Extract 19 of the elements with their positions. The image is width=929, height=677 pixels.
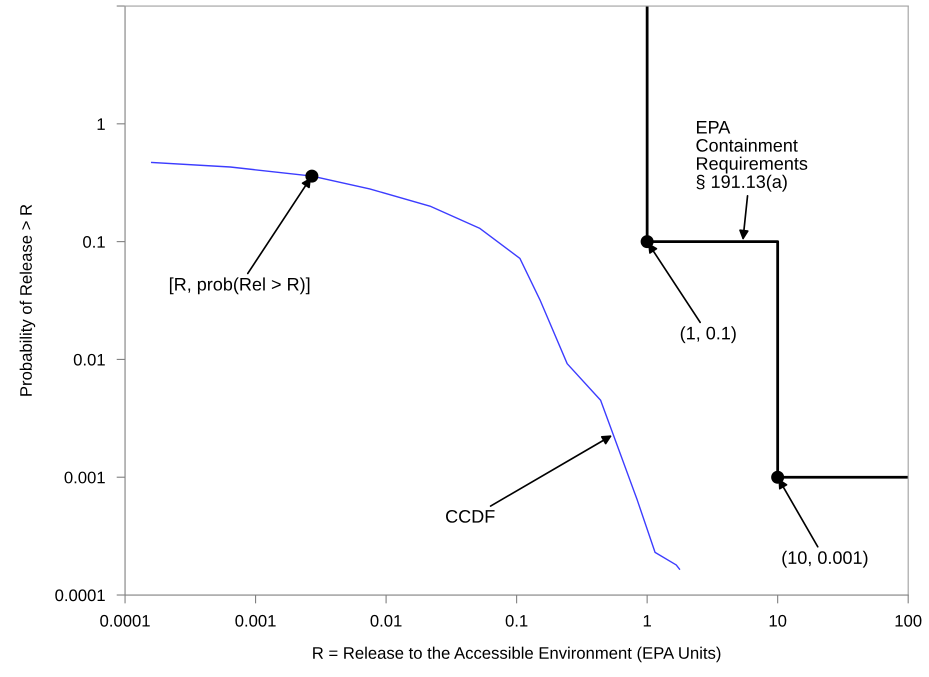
- x-tick-label: 1: [644, 615, 651, 627]
- y-tick-label: 0.0001: [55, 589, 105, 602]
- y-tick-label: 0.01: [74, 354, 105, 366]
- y-axis-title: Probability of Release > R: [20, 204, 36, 396]
- annotation: CCDF: [446, 510, 495, 523]
- x-tick-label: 10: [770, 614, 786, 627]
- y-tick-label: 0.001: [64, 472, 105, 484]
- annotation: (10, 0.001): [782, 550, 868, 568]
- x-tick-label: 0.1: [506, 614, 528, 627]
- x-axis-title: R = Release to the Accessible Environment (EPA Units): [313, 646, 720, 662]
- annotation: EPA Containment Requirements § 191.13(a): [696, 121, 808, 192]
- x-tick-label: 0.001: [235, 614, 276, 627]
- y-tick-label: 0.1: [83, 236, 105, 248]
- annotation: (1, 0.1): [680, 326, 736, 344]
- x-tick-label: 0.0001: [100, 614, 150, 627]
- x-tick-label: 0.01: [370, 614, 402, 627]
- y-tick-label: 1: [98, 118, 105, 130]
- x-tick-label: 100: [896, 614, 922, 627]
- annotation: [R, prob(Rel > R)]: [170, 277, 310, 294]
